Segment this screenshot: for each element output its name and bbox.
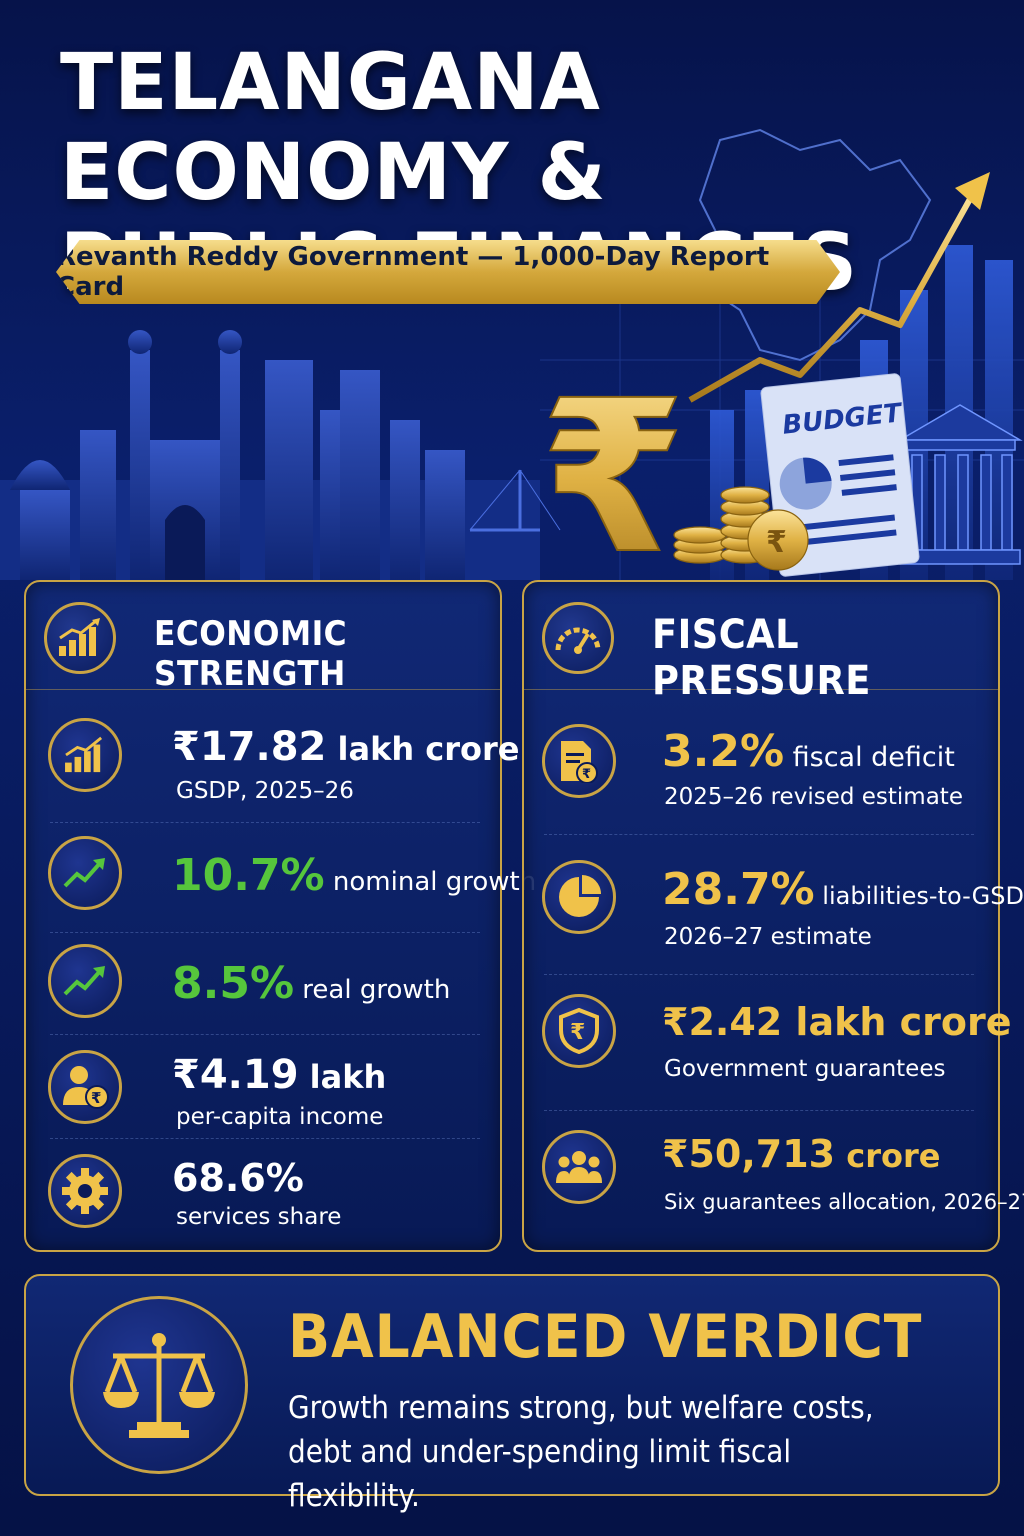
growth-arrow-line — [688, 188, 978, 403]
subtitle-ribbon: Revanth Reddy Government — 1,000-Day Rep… — [56, 240, 840, 304]
real-growth-value: 8.5% — [172, 958, 295, 1009]
liabilities-unit: liabilities-to-GSDP — [814, 882, 1024, 910]
real-growth-unit: real growth — [294, 975, 451, 1005]
gsdp-label: GSDP, 2025–26 — [176, 778, 354, 804]
per-capita-value: ₹4.19 — [172, 1052, 299, 1098]
services-share-value: 68.6% — [172, 1156, 304, 1200]
shield-rupee-icon: ₹ — [542, 994, 616, 1068]
city-skyline — [0, 330, 561, 580]
hero-illustration: BUDGET ₹ ₹ — [0, 128, 1024, 580]
document-rupee-icon: ₹ — [542, 724, 616, 798]
real-growth-stat: 8.5% real growth — [172, 958, 450, 1009]
economic-strength-title: ECONOMIC STRENGTH — [154, 614, 348, 694]
divider — [50, 1034, 480, 1035]
bar-chart-up-icon — [48, 718, 122, 792]
gsdp-unit: lakh crore — [326, 730, 520, 768]
six-guarantees-value: ₹50,713 — [662, 1132, 836, 1176]
fiscal-pressure-header: FISCAL PRESSURE — [524, 582, 998, 704]
people-group-icon — [542, 1130, 616, 1204]
subtitle: Revanth Reddy Government — 1,000-Day Rep… — [56, 242, 770, 302]
coin-rupee-symbol: ₹ — [766, 525, 787, 560]
gsdp-stat: ₹17.82 lakh crore — [172, 724, 519, 770]
guarantees-label: Government guarantees — [664, 1056, 946, 1082]
verdict-text-line-1: Growth remains strong, but welfare costs… — [288, 1390, 874, 1426]
title-line-1: TELANGANA ECONOMY & — [60, 38, 607, 218]
svg-text:₹: ₹ — [91, 1089, 101, 1107]
per-capita-unit: lakh — [298, 1058, 387, 1096]
stat-row-services-share: 68.6% services share — [26, 1144, 500, 1248]
stat-row-liabilities: 28.7% liabilities-to-GSDP 2026–27 estima… — [524, 840, 1024, 970]
economic-strength-header: ECONOMIC STRENGTH — [26, 582, 500, 694]
gsdp-value: ₹17.82 — [172, 724, 327, 770]
nominal-growth-value: 10.7% — [172, 850, 325, 901]
six-guarantees-label: Six guarantees allocation, 2026–27 — [664, 1190, 1024, 1214]
person-rupee-icon: ₹ — [48, 1050, 122, 1124]
svg-text:₹: ₹ — [570, 1020, 585, 1045]
services-share-stat: 68.6% — [172, 1156, 304, 1200]
verdict-text: Growth remains strong, but welfare costs… — [288, 1386, 918, 1518]
divider — [50, 822, 480, 823]
gauge-icon — [542, 602, 614, 674]
bank-building-icon — [897, 404, 1023, 565]
trend-up-arrow-icon — [48, 944, 122, 1018]
verdict-text-line-2: debt and under-spending limit fiscal fle… — [288, 1434, 792, 1514]
growth-arrow-head — [955, 172, 990, 210]
per-capita-label: per-capita income — [176, 1104, 384, 1130]
nominal-growth-unit: nominal growth — [324, 867, 537, 897]
fiscal-deficit-unit: fiscal deficit — [784, 742, 955, 773]
fiscal-deficit-label: 2025–26 revised estimate — [664, 784, 963, 810]
bar-chart-up-icon — [44, 602, 116, 674]
fiscal-pressure-title: FISCAL PRESSURE — [652, 612, 871, 704]
six-guarantees-unit: crore — [835, 1137, 941, 1175]
stat-row-guarantees: ₹ ₹2.42 lakh crore Government guarantees — [524, 980, 1012, 1110]
fiscal-pressure-panel: FISCAL PRESSURE ₹ 3.2% fiscal deficit 20… — [522, 580, 1024, 1252]
divider — [544, 974, 974, 975]
liabilities-stat: 28.7% liabilities-to-GSDP — [662, 864, 1024, 915]
balanced-verdict-panel: BALANCED VERDICT Growth remains strong, … — [24, 1274, 1000, 1514]
stat-row-nominal-growth: 10.7% nominal growth — [26, 828, 536, 928]
per-capita-stat: ₹4.19 lakh — [172, 1052, 386, 1098]
fiscal-deficit-stat: 3.2% fiscal deficit — [662, 726, 955, 777]
scales-icon — [70, 1296, 248, 1474]
divider — [50, 1138, 480, 1139]
trend-up-arrow-icon — [48, 836, 122, 910]
guarantees-stat: ₹2.42 lakh crore — [662, 1000, 1012, 1044]
services-share-label: services share — [176, 1204, 342, 1230]
nominal-growth-stat: 10.7% nominal growth — [172, 850, 536, 901]
stat-row-fiscal-deficit: ₹ 3.2% fiscal deficit 2025–26 revised es… — [524, 706, 998, 832]
stat-row-gsdp: ₹17.82 lakh crore GSDP, 2025–26 — [26, 706, 519, 816]
divider — [544, 1110, 974, 1111]
gear-icon — [48, 1154, 122, 1228]
svg-text:₹: ₹ — [582, 767, 591, 782]
stat-row-per-capita: ₹ ₹4.19 lakh per-capita income — [26, 1038, 500, 1142]
guarantees-value: ₹2.42 lakh crore — [662, 1000, 1012, 1044]
stat-row-six-guarantees: ₹50,713 crore Six guarantees allocation,… — [524, 1116, 1024, 1246]
economic-strength-panel: ECONOMIC STRENGTH ₹17.82 lakh crore GSDP… — [24, 580, 536, 1252]
liabilities-value: 28.7% — [662, 864, 815, 915]
fiscal-deficit-value: 3.2% — [662, 726, 785, 777]
coin-stack-icon — [673, 486, 809, 571]
stat-row-real-growth: 8.5% real growth — [26, 936, 500, 1036]
divider — [544, 834, 974, 835]
rupee-symbol-large: ₹ — [540, 355, 686, 580]
pie-chart-icon — [542, 860, 616, 934]
six-guarantees-stat: ₹50,713 crore — [662, 1132, 940, 1176]
divider — [50, 932, 480, 933]
liabilities-label: 2026–27 estimate — [664, 924, 872, 950]
verdict-title: BALANCED VERDICT — [288, 1302, 923, 1372]
